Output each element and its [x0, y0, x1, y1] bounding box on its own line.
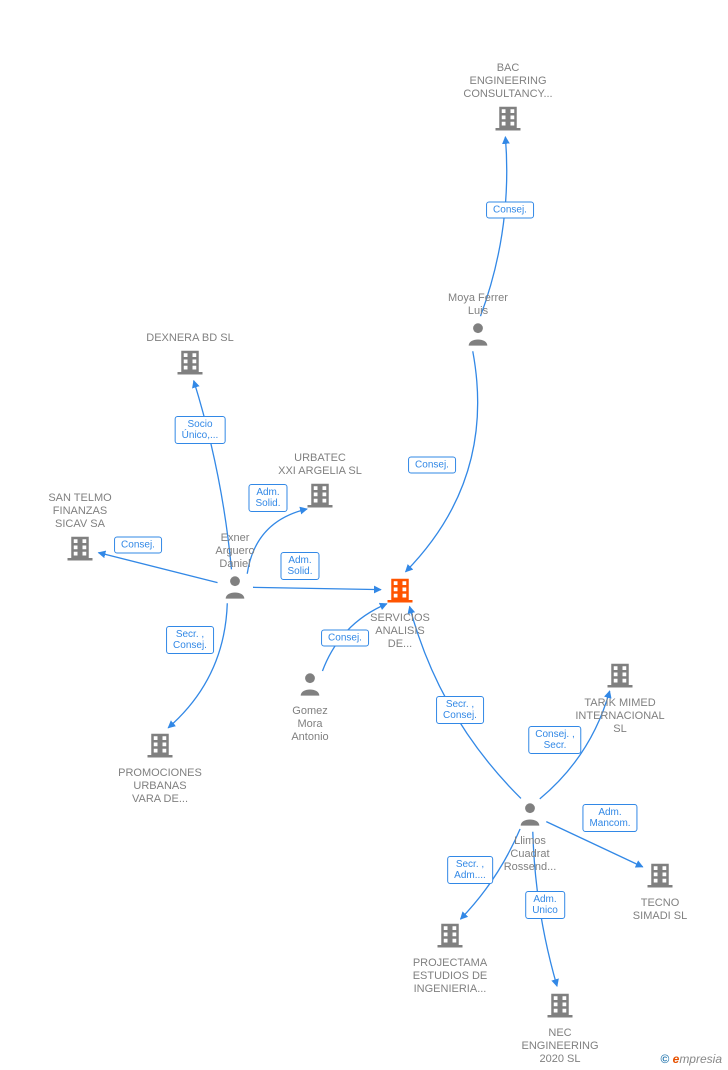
person-node-moya[interactable]: Moya FerrerLuis	[418, 290, 538, 353]
company-node-santelmo[interactable]: SAN TELMOFINANZASSICAV SA	[20, 490, 140, 568]
person-icon	[296, 670, 324, 703]
edge-label-exner-promo: Secr. ,Consej.	[166, 626, 214, 654]
edge-label-exner-santelmo: Consej.	[114, 537, 162, 554]
node-label: TECNOSIMADI SL	[600, 897, 720, 923]
building-icon	[145, 730, 175, 765]
edge-label-moya-servicios: Consej.	[408, 457, 456, 474]
edge-label-llimos-servicios: Secr. ,Consej.	[436, 696, 484, 724]
edge-label-exner-urbatec: Adm.Solid.	[248, 484, 287, 512]
node-label: SAN TELMOFINANZASSICAV SA	[20, 492, 140, 531]
company-node-dexnera[interactable]: DEXNERA BD SL	[130, 330, 250, 382]
node-label: BACENGINEERINGCONSULTANCY...	[448, 62, 568, 101]
company-node-nec[interactable]: NECENGINEERING2020 SL	[500, 990, 620, 1068]
brand-rest: mpresia	[679, 1052, 722, 1066]
node-label: Moya FerrerLuis	[418, 292, 538, 318]
person-node-exner[interactable]: ExnerArgueroDaniel	[175, 530, 295, 606]
edge-label-llimos-projectama: Secr. ,Adm....	[447, 856, 493, 884]
edge-label-llimos-nec: Adm.Unico	[525, 891, 565, 919]
node-label: DEXNERA BD SL	[130, 332, 250, 345]
building-icon	[305, 480, 335, 515]
edge-label-gomez-servicios: Consej.	[321, 630, 369, 647]
node-label: URBATECXXI ARGELIA SL	[260, 452, 380, 478]
building-icon	[493, 103, 523, 138]
node-label: PROJECTAMAESTUDIOS DEINGENIERIA...	[390, 957, 510, 996]
node-label: GomezMoraAntonio	[250, 705, 370, 744]
node-label: PROMOCIONESURBANASVARA DE...	[100, 767, 220, 806]
building-icon	[65, 533, 95, 568]
building-icon	[545, 990, 575, 1025]
building-icon	[645, 860, 675, 895]
person-icon	[516, 800, 544, 833]
person-icon	[464, 320, 492, 353]
company-node-projectama[interactable]: PROJECTAMAESTUDIOS DEINGENIERIA...	[390, 920, 510, 998]
network-diagram: { "canvas": { "width": 728, "height": 10…	[0, 0, 728, 1070]
building-icon	[605, 660, 635, 695]
building-icon	[175, 347, 205, 382]
footer-copyright: © empresia	[660, 1052, 722, 1066]
copyright-symbol: ©	[660, 1052, 669, 1066]
person-node-gomez[interactable]: GomezMoraAntonio	[250, 670, 370, 746]
company-node-bac[interactable]: BACENGINEERINGCONSULTANCY...	[448, 60, 568, 138]
company-node-promo[interactable]: PROMOCIONESURBANASVARA DE...	[100, 730, 220, 808]
building-icon	[385, 575, 415, 610]
person-icon	[221, 573, 249, 606]
edge-label-moya-bac: Consej.	[486, 202, 534, 219]
edge-label-llimos-tecno: Adm.Mancom.	[582, 804, 637, 832]
edge-exner-promo	[168, 603, 227, 728]
node-label: ExnerArgueroDaniel	[175, 532, 295, 571]
edge-label-exner-dexnera: SocioÚnico,...	[175, 416, 226, 444]
node-label: NECENGINEERING2020 SL	[500, 1027, 620, 1066]
edge-label-exner-servicios: Adm.Solid.	[280, 552, 319, 580]
company-node-tecno[interactable]: TECNOSIMADI SL	[600, 860, 720, 925]
building-icon	[435, 920, 465, 955]
edge-label-llimos-tarik: Consej. ,Secr.	[528, 726, 581, 754]
